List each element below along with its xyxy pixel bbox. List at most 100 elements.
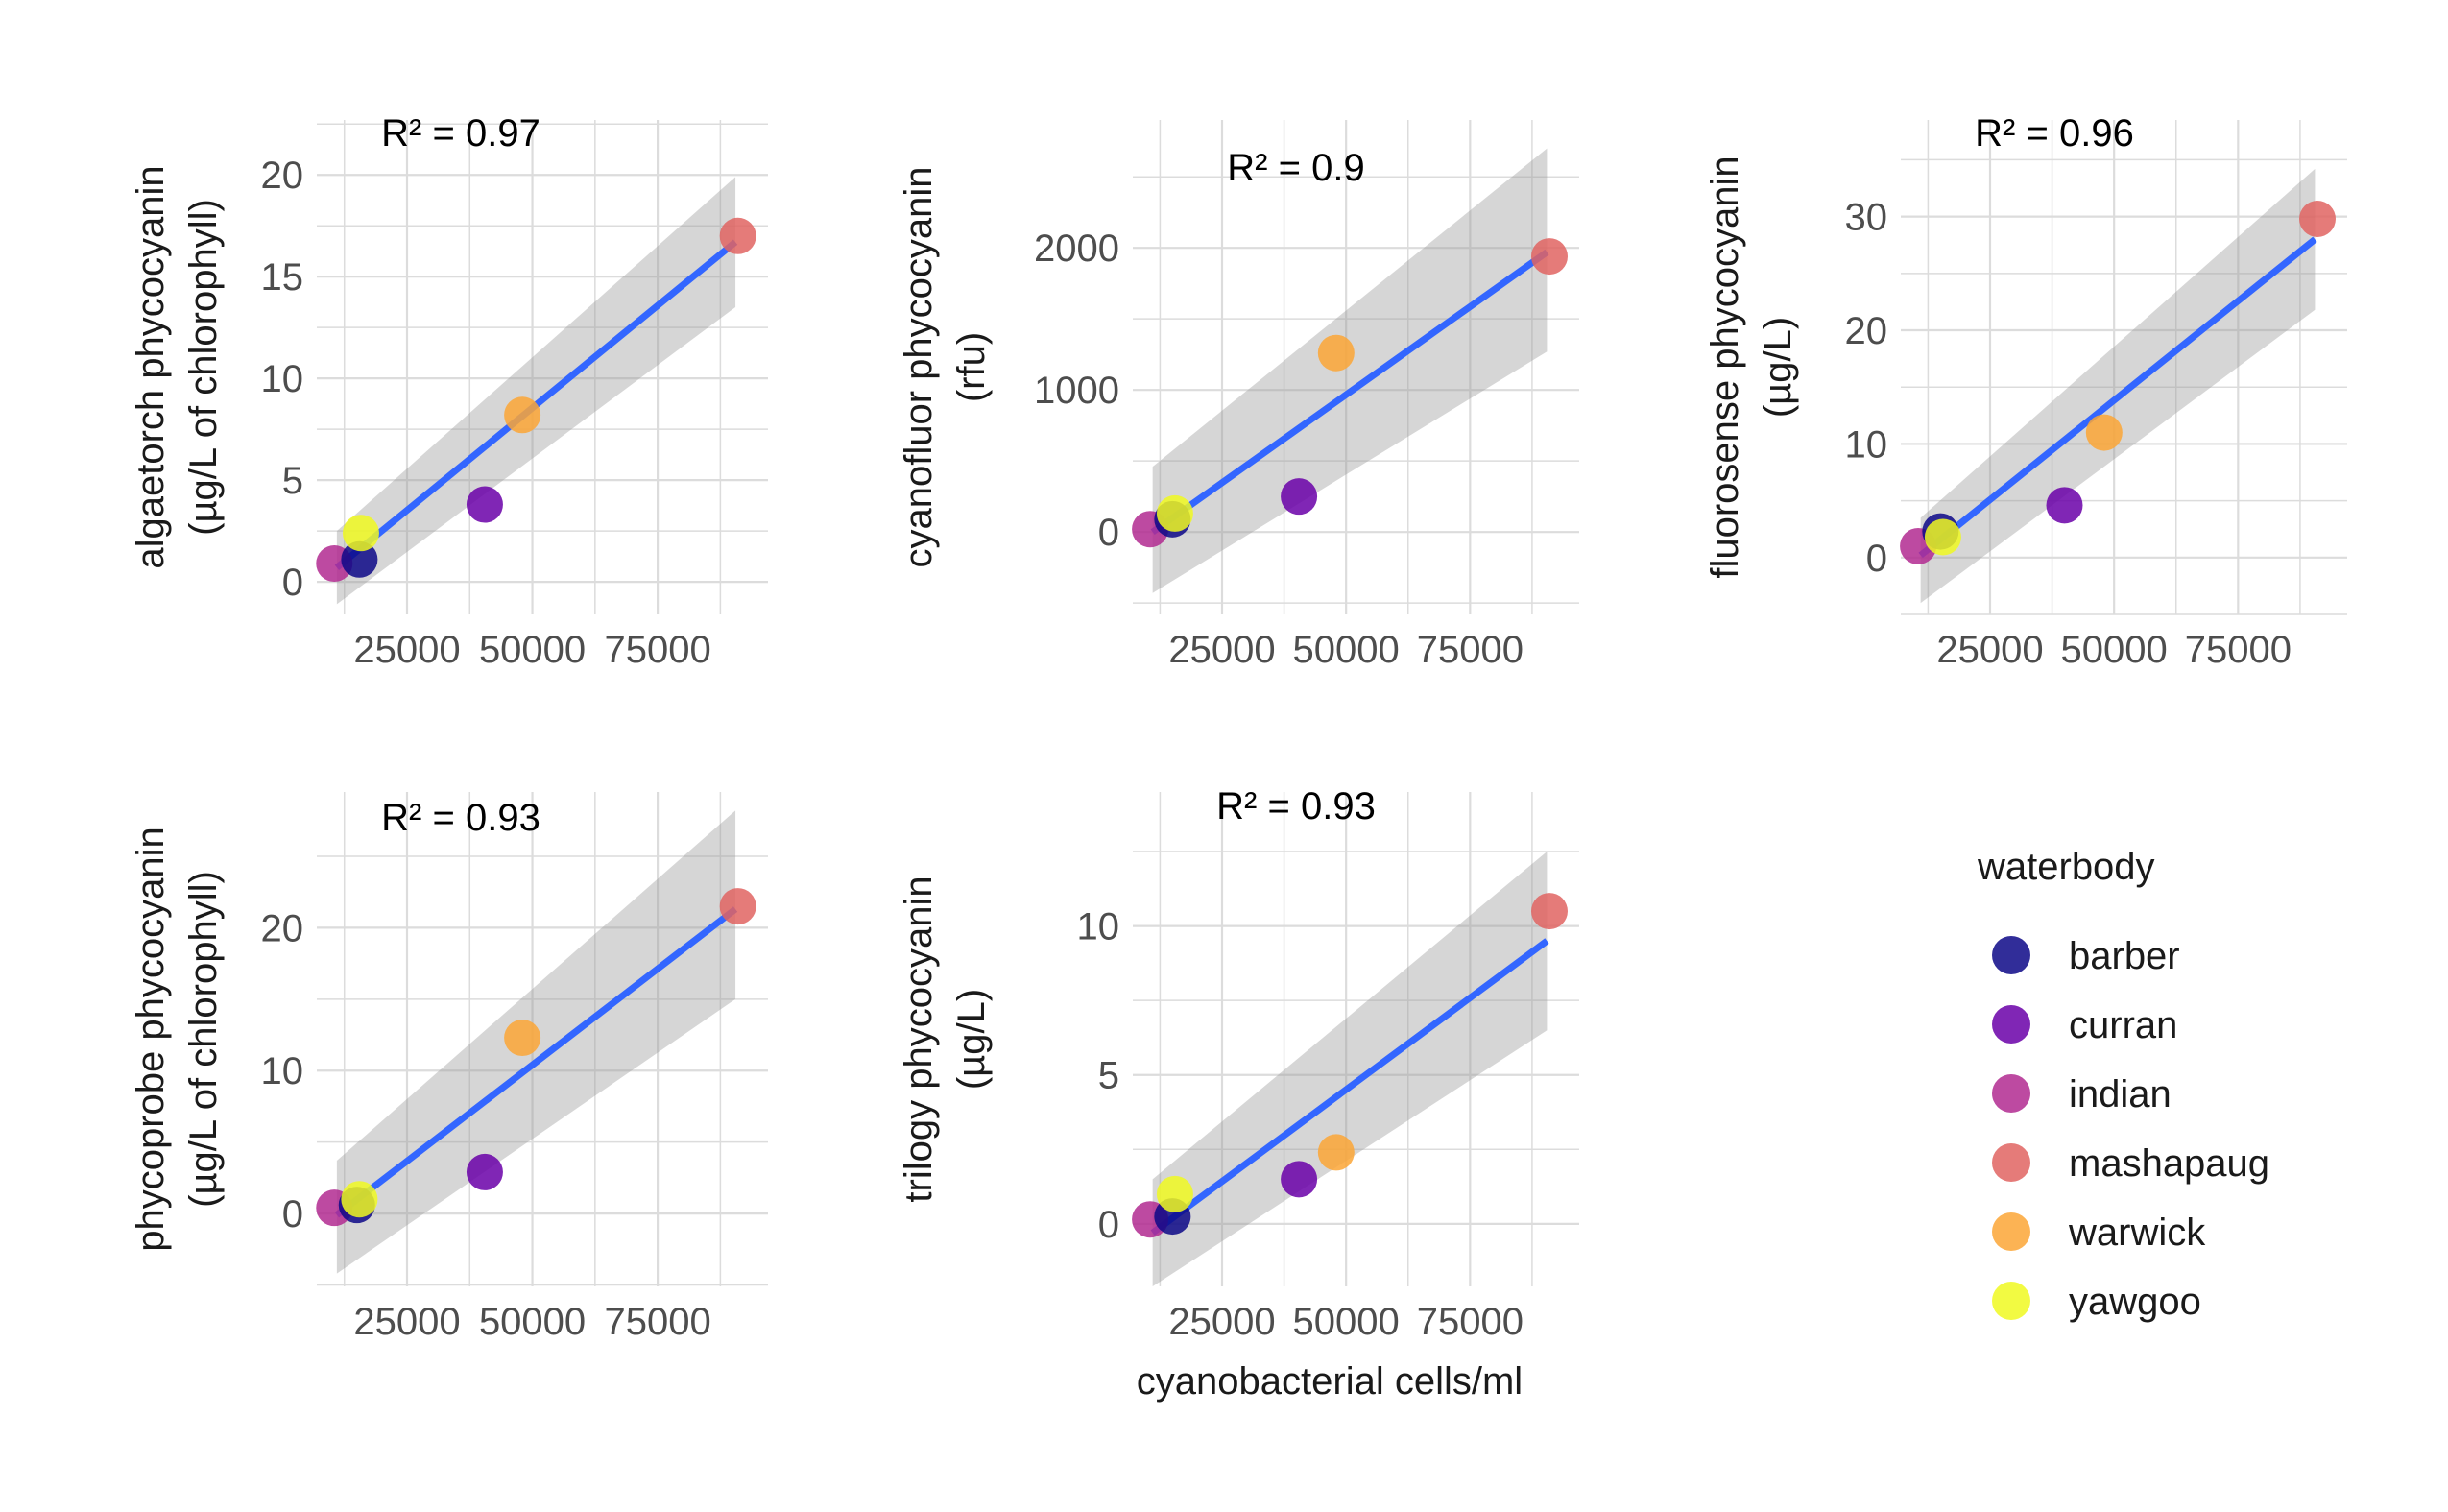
fit-line (1150, 249, 1549, 536)
confidence-band (336, 177, 736, 605)
legend-key-curran (1992, 1005, 2030, 1044)
r-squared-annotation: R² = 0.9 (1227, 147, 1364, 189)
legend-label: indian (2069, 1073, 2172, 1116)
r-squared-annotation: R² = 0.96 (1975, 112, 2134, 155)
y-axis-title-line2: (µg/L) (950, 989, 993, 1090)
y-tick-label: 10 (261, 358, 304, 400)
legend-key-barber (1992, 936, 2030, 974)
data-point-curran (466, 1153, 503, 1190)
gridlines (1133, 792, 1579, 1286)
y-axis-title-line2: (µg/L of chlorophyll) (182, 199, 225, 536)
panel-4: 25000 50000 75000 0 10 20 phycoprobe phycocyan… (130, 792, 768, 1343)
y-tick-label: 10 (1845, 423, 1888, 466)
data-point-mashapaug (719, 888, 756, 925)
y-tick-label: 15 (261, 256, 304, 299)
x-tick-label: 25000 (353, 1301, 460, 1343)
data-point-warwick (1317, 1134, 1355, 1171)
legend-key-yawgoo (1992, 1282, 2030, 1320)
r-squared-annotation: R² = 0.93 (1216, 785, 1376, 828)
y-tick-label: 20 (1845, 310, 1888, 352)
legend-label: mashapaug (2069, 1142, 2269, 1185)
legend-title: waterbody (1977, 846, 2155, 888)
legend-item-curran: curran (1992, 1004, 2177, 1046)
x-tick-label: 25000 (1936, 629, 2043, 671)
panel-1: 25000 50000 75000 0 5 10 15 20 algaetorch phycoc… (130, 112, 768, 671)
data-point-yawgoo (1924, 518, 1961, 556)
legend-label: curran (2069, 1004, 2177, 1046)
y-tick-label: 0 (1098, 1204, 1119, 1246)
x-tick-label: 75000 (2185, 629, 2292, 671)
waterbody-legend: waterbody barber curran indian mashapaug war… (1977, 846, 2269, 1323)
y-tick-label: 30 (1845, 197, 1888, 239)
y-axis-title-line1: algaetorch phycocyanin (130, 165, 172, 568)
data-point-curran (2046, 487, 2083, 524)
x-tick-label: 75000 (1417, 629, 1524, 671)
data-point-barber (341, 540, 378, 578)
x-tick-label: 50000 (2061, 629, 2168, 671)
data-point-warwick (504, 1020, 541, 1057)
y-tick-label: 1000 (1034, 370, 1119, 412)
x-tick-label: 75000 (1417, 1301, 1524, 1343)
data-point-warwick (2085, 414, 2123, 451)
panel-5: 25000 50000 75000 0 5 10 trilogy phycocyanin (µ… (898, 785, 1579, 1343)
legend-label: warwick (2068, 1212, 2206, 1254)
legend-label: barber (2069, 935, 2180, 977)
data-point-mashapaug (1531, 238, 1568, 276)
data-point-yawgoo (342, 515, 379, 552)
r-squared-annotation: R² = 0.97 (381, 112, 540, 155)
y-tick-label: 0 (1866, 538, 1887, 580)
y-tick-label: 20 (261, 155, 304, 197)
y-tick-label: 0 (282, 562, 303, 604)
y-axis-title-line1: phycoprobe phycocyanin (130, 827, 172, 1252)
fit-line (1918, 236, 2317, 559)
x-tick-label: 25000 (1168, 629, 1275, 671)
x-tick-label: 25000 (1168, 1301, 1275, 1343)
legend-items: barber curran indian mashapaug warwick yawgoo (1992, 935, 2269, 1323)
y-tick-label: 0 (1098, 512, 1119, 554)
x-tick-label: 50000 (479, 1301, 586, 1343)
data-point-curran (466, 486, 503, 523)
y-tick-label: 5 (1098, 1055, 1119, 1097)
data-point-mashapaug (719, 217, 756, 254)
shared-x-axis-title: cyanobacterial cells/ml (1137, 1360, 1523, 1403)
legend-label: yawgoo (2069, 1281, 2201, 1323)
gridlines (317, 120, 768, 614)
data-point-warwick (1317, 334, 1355, 372)
fit-line (334, 906, 738, 1218)
y-tick-label: 10 (1077, 906, 1120, 948)
legend-item-yawgoo: yawgoo (1992, 1281, 2201, 1323)
x-tick-label: 75000 (604, 629, 710, 671)
y-tick-label: 5 (282, 460, 303, 502)
data-point-curran (1281, 478, 1318, 516)
legend-key-indian (1992, 1074, 2030, 1113)
data-point-yawgoo (1156, 494, 1193, 532)
legend-item-barber: barber (1992, 935, 2180, 977)
y-axis-title-line2: (µg/L of chlorophyll) (182, 871, 225, 1208)
x-tick-label: 50000 (1293, 1301, 1400, 1343)
y-axis-title-line1: fluorosense phycocyanin (1704, 156, 1746, 578)
x-tick-label: 25000 (353, 629, 460, 671)
y-axis-title-line2: (µg/L) (1757, 317, 1799, 418)
y-tick-label: 2000 (1034, 228, 1119, 270)
y-axis-title-line1: trilogy phycocyanin (898, 876, 940, 1202)
y-tick-label: 10 (261, 1050, 304, 1092)
r-squared-annotation: R² = 0.93 (381, 797, 540, 839)
data-point-mashapaug (2299, 201, 2336, 237)
y-tick-label: 20 (261, 907, 304, 949)
legend-item-mashapaug: mashapaug (1992, 1142, 2269, 1185)
fit-line (1150, 938, 1549, 1236)
data-point-warwick (504, 396, 541, 434)
panel-2: 25000 50000 75000 0 1000 2000 cyanofluor phyco… (898, 120, 1579, 671)
y-tick-label: 0 (282, 1193, 303, 1236)
legend-item-indian: indian (1992, 1073, 2172, 1116)
legend-key-mashapaug (1992, 1143, 2030, 1182)
x-tick-label: 75000 (604, 1301, 710, 1343)
y-axis-title-line1: cyanofluor phycocyanin (898, 166, 940, 567)
legend-key-warwick (1992, 1212, 2030, 1251)
data-point-yawgoo (1156, 1175, 1193, 1212)
x-tick-label: 50000 (1293, 629, 1400, 671)
data-point-yawgoo (341, 1181, 378, 1218)
y-axis-title-line2: (rfu) (950, 332, 993, 402)
